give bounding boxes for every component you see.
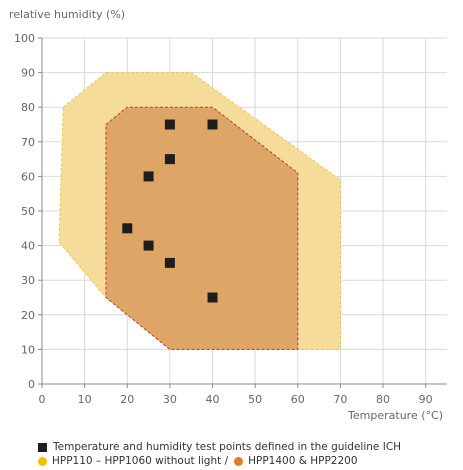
data-point: [207, 292, 218, 303]
data-point: [143, 240, 154, 251]
x-tick-label: 40: [206, 393, 220, 406]
x-axis-label: Temperature (°C): [347, 409, 443, 422]
x-tick-label: 50: [248, 393, 262, 406]
y-tick-label: 60: [21, 170, 35, 183]
data-point: [143, 171, 154, 182]
x-tick-label: 60: [291, 393, 305, 406]
x-tick-label: 90: [419, 393, 433, 406]
x-tick-label: 70: [333, 393, 347, 406]
region-2: [105, 106, 299, 350]
y-tick-label: 20: [21, 309, 35, 322]
data-point: [122, 223, 133, 234]
x-tick-label: 30: [163, 393, 177, 406]
yellow-dot-icon: [38, 456, 47, 466]
y-tick-label: 30: [21, 274, 35, 287]
y-tick-label: 50: [21, 205, 35, 218]
y-tick-label: 80: [21, 101, 35, 114]
orange-dot-icon: [234, 456, 244, 466]
y-tick-label: 70: [21, 136, 35, 149]
data-point: [207, 119, 218, 130]
legend-item-regions: HPP110 – HPP1060 without light / HPP1400…: [38, 454, 401, 468]
data-point: [164, 257, 175, 268]
x-tick-label: 80: [376, 393, 390, 406]
y-tick-label: 40: [21, 240, 35, 253]
legend-item-test-points: Temperature and humidity test points def…: [38, 440, 401, 454]
x-tick-label: 20: [120, 393, 134, 406]
humidity-temperature-chart: 0 10 20 30 40 50 60 70 80 90 100 0 10 20 30 40 50 60 70 80 9…: [14, 32, 447, 422]
data-point: [164, 119, 175, 130]
legend-test-points-label: Temperature and humidity test points def…: [53, 441, 402, 453]
y-tick-label: 0: [28, 378, 35, 391]
legend-region2-label: HPP1400 & HPP2200: [248, 455, 358, 467]
legend: Temperature and humidity test points def…: [38, 440, 401, 468]
y-axis-label: relative humidity (%): [9, 8, 126, 21]
legend-region1-label: HPP110 – HPP1060 without light /: [52, 455, 229, 467]
black-square-icon: [38, 442, 47, 452]
y-tick-label: 10: [21, 343, 35, 356]
x-tick-label: 10: [78, 393, 92, 406]
y-tick-label: 90: [21, 67, 35, 80]
x-tick-label: 0: [39, 393, 46, 406]
y-tick-label: 100: [14, 32, 35, 45]
data-point: [164, 154, 175, 165]
